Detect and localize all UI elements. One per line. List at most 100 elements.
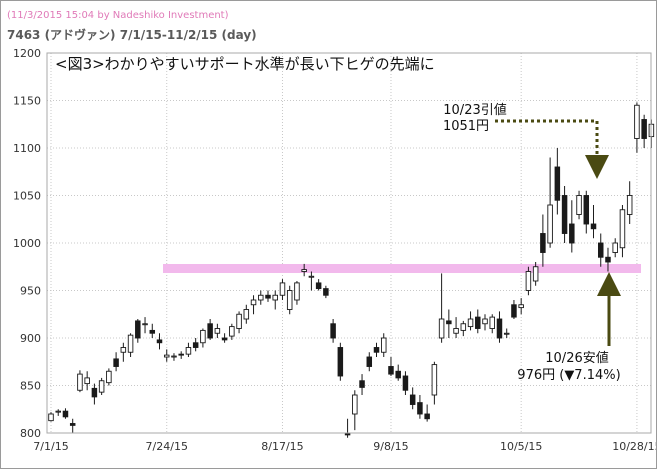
candle	[525, 266, 532, 296]
candle-body	[605, 256, 611, 263]
candle	[496, 311, 503, 343]
candle-body	[315, 282, 322, 290]
candle	[106, 368, 112, 386]
x-tick-label: 10/5/15	[500, 440, 542, 453]
candle-body	[395, 370, 401, 379]
candle	[518, 298, 524, 315]
candle-body	[178, 353, 184, 356]
candle-body	[619, 209, 626, 249]
candle	[605, 247, 611, 272]
y-tick-label: 850	[20, 380, 41, 393]
candle	[279, 279, 286, 300]
candle-body	[106, 370, 112, 384]
candle	[532, 262, 539, 286]
candle-body	[243, 309, 250, 320]
candle	[402, 371, 409, 395]
candle-body	[641, 119, 647, 139]
candle	[366, 352, 373, 372]
annotation-low: 10/26安値 976円 (▼7.14%)	[517, 272, 621, 383]
candle	[482, 314, 488, 331]
candle	[467, 311, 474, 331]
candle	[272, 290, 278, 310]
candle	[265, 290, 271, 302]
candle	[409, 387, 416, 410]
candle-body	[91, 387, 98, 398]
candle-body	[352, 394, 358, 415]
candle-body	[496, 318, 503, 339]
candle	[315, 279, 322, 291]
candle	[98, 377, 105, 395]
candle-body	[200, 329, 206, 344]
candle	[424, 404, 430, 422]
candle	[352, 390, 358, 431]
candle-body	[380, 337, 387, 353]
candle	[337, 342, 344, 381]
candle	[113, 352, 119, 372]
y-tick-label: 900	[20, 332, 41, 345]
candle	[294, 281, 300, 305]
candle	[69, 418, 76, 433]
candle	[561, 186, 568, 243]
candle-body	[236, 313, 242, 329]
candle-body	[120, 347, 127, 353]
candle-body	[62, 410, 69, 418]
candle	[453, 317, 459, 338]
y-tick-label: 1150	[13, 95, 41, 108]
x-tick-label: 7/24/15	[146, 440, 188, 453]
candle-body	[171, 355, 177, 358]
candle	[460, 320, 467, 337]
candle	[308, 271, 315, 291]
candle	[590, 205, 597, 239]
candle	[569, 200, 575, 253]
candle-body	[286, 290, 293, 310]
candle-body	[294, 282, 300, 301]
candle-body	[77, 373, 83, 391]
candle	[576, 190, 582, 220]
candle	[127, 333, 134, 357]
x-tick-label: 8/17/15	[261, 440, 303, 453]
candle	[597, 233, 604, 267]
support-level-band	[163, 264, 641, 273]
candle-body	[561, 195, 568, 234]
candle-body	[475, 316, 481, 329]
candle	[221, 333, 228, 343]
candle	[142, 317, 148, 334]
candle	[214, 323, 221, 338]
candle	[178, 351, 184, 359]
candle-body	[301, 269, 307, 272]
candle-body	[576, 195, 582, 215]
chart-ticker-title: 7463 (アドヴァン) 7/1/15-11/2/15 (day)	[7, 28, 257, 42]
candle	[446, 309, 452, 338]
candle-body	[554, 166, 561, 201]
candle	[417, 395, 423, 419]
candle-body	[207, 323, 213, 339]
candle	[388, 357, 394, 376]
candle-body	[185, 347, 192, 355]
candle-body	[265, 294, 271, 299]
candle	[431, 361, 438, 405]
candle-body	[446, 320, 452, 325]
candle-body	[337, 347, 344, 377]
candle-body	[149, 329, 156, 334]
candle-body	[308, 275, 315, 278]
candle	[330, 319, 336, 343]
candle-body	[214, 328, 221, 334]
candle-body	[250, 299, 257, 306]
candle	[258, 290, 264, 305]
candle	[149, 323, 156, 338]
candle	[62, 408, 69, 419]
candle-body	[438, 318, 445, 339]
annotation-close-label: 10/23引値	[443, 102, 506, 118]
candle-body	[417, 402, 423, 415]
annotation-close-value: 1051円	[443, 119, 489, 134]
candle	[547, 157, 553, 248]
annotation-low-value: 976円 (▼7.14%)	[517, 368, 620, 383]
candle	[192, 338, 199, 352]
candle	[380, 333, 387, 357]
candle	[373, 342, 380, 357]
candle-body	[279, 282, 286, 296]
candle	[554, 148, 561, 215]
candle-body	[540, 233, 546, 253]
candle-body	[373, 347, 380, 353]
y-tick-label: 1100	[13, 142, 41, 155]
